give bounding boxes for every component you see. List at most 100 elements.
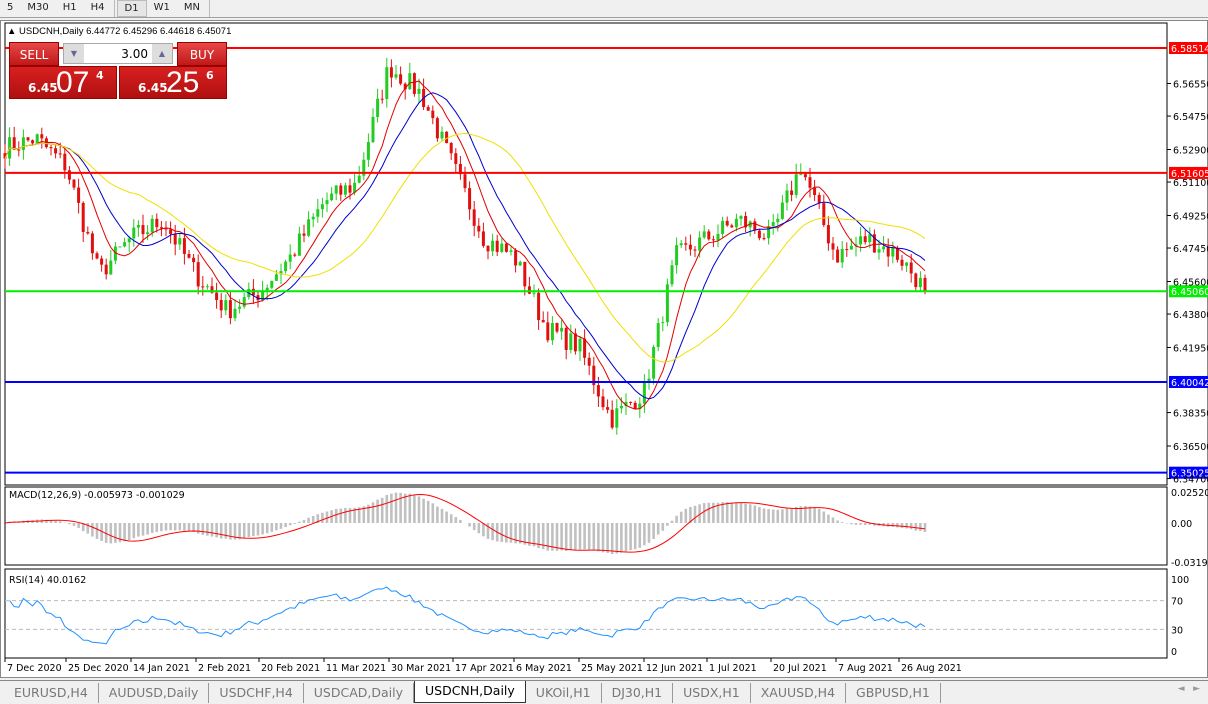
macd-bar — [827, 514, 830, 523]
candle-body — [54, 148, 58, 154]
tab-usdchf-h4[interactable]: USDCHF,H4 — [209, 683, 304, 703]
candle-body — [339, 185, 343, 195]
increase-lot-icon[interactable]: ▲ — [152, 44, 172, 63]
candle-body — [17, 149, 21, 151]
candle-body — [601, 396, 605, 408]
macd-bar — [597, 523, 600, 552]
tf-w1[interactable]: W1 — [153, 2, 170, 13]
candle-body — [155, 218, 159, 228]
lot-size-input[interactable]: ▼ 3.00 ▲ — [63, 43, 173, 64]
buy-price-pips: 25 — [166, 66, 200, 99]
macd-bar — [813, 507, 816, 523]
decrease-lot-icon[interactable]: ▼ — [64, 44, 84, 63]
candle-body — [684, 243, 688, 245]
tf-d1[interactable]: D1 — [116, 0, 147, 17]
tf-m30[interactable]: M30 — [27, 2, 49, 13]
tab-eurusd-h4[interactable]: EURUSD,H4 — [4, 683, 99, 703]
tab-audusd-daily[interactable]: AUDUSD,Daily — [99, 683, 210, 703]
divider — [208, 0, 210, 17]
sell-button[interactable]: SELL — [9, 42, 59, 66]
macd-bar — [721, 502, 724, 523]
candle-body — [256, 295, 260, 301]
tab-dj30-h1[interactable]: DJ30,H1 — [602, 683, 674, 703]
tf-h1[interactable]: H1 — [62, 2, 77, 13]
macd-bar — [831, 517, 835, 523]
candle-body — [762, 238, 766, 240]
level-price-tag — [1169, 42, 1208, 54]
macd-bar — [629, 523, 632, 551]
candle-body — [40, 134, 44, 139]
buy-price[interactable]: 6.45 25 6 — [119, 66, 227, 99]
scroll-left-icon[interactable]: ◄ — [1177, 684, 1185, 694]
candle-body — [569, 333, 573, 350]
tab-xauusd-h4[interactable]: XAUUSD,H4 — [751, 683, 847, 703]
candle-body — [394, 74, 398, 78]
candle-body — [178, 238, 182, 245]
macd-bar — [261, 523, 264, 535]
collapse-triangle-icon[interactable]: ▲ — [7, 26, 20, 37]
buy-button[interactable]: BUY — [177, 42, 227, 66]
chart-window[interactable]: 6.58514 6.51605 6.45060 6.40042 6.35025 6.565… — [0, 20, 1208, 678]
chart-canvas[interactable]: 6.58514 6.51605 6.45060 6.40042 6.35025 6.565… — [1, 21, 1208, 679]
macd-bar — [123, 523, 126, 542]
tab-usdcnh-daily[interactable]: USDCNH,Daily — [414, 681, 526, 703]
candle-body — [546, 322, 550, 341]
divider — [113, 0, 115, 17]
macd-bar — [371, 502, 375, 523]
candle-body — [431, 110, 435, 119]
macd-tick-label: 0.00 — [1171, 519, 1192, 530]
macd-bar — [817, 509, 821, 523]
candle-body — [661, 322, 665, 324]
candle-body — [403, 83, 407, 90]
tf-mn[interactable]: MN — [183, 2, 200, 13]
tab-usdx-h1[interactable]: USDX,H1 — [673, 683, 751, 703]
candle-body — [790, 190, 794, 195]
macd-bar — [735, 502, 738, 523]
candle-body — [886, 246, 890, 257]
candle-body — [891, 247, 895, 257]
candle-body — [495, 240, 499, 252]
macd-bar — [344, 507, 347, 523]
macd-bar — [104, 523, 108, 543]
tf-h4[interactable]: H4 — [90, 2, 105, 13]
macd-bar — [592, 523, 596, 551]
candle-body — [12, 137, 16, 150]
tf-5[interactable]: 5 — [7, 2, 14, 13]
candle-body — [440, 131, 444, 139]
macd-bar — [712, 502, 715, 523]
macd-bar — [348, 508, 352, 523]
candle-body — [357, 175, 361, 183]
candle-body — [481, 231, 485, 246]
tab-usdcad-daily[interactable]: USDCAD,Daily — [304, 683, 414, 703]
tab-ukoil-h1[interactable]: UKOil,H1 — [526, 683, 602, 703]
candle-body — [435, 118, 439, 139]
tab-scroll[interactable]: ◄ ► — [1178, 684, 1200, 694]
macd-bar — [210, 523, 214, 537]
macd-bar — [863, 523, 867, 526]
lot-value[interactable]: 3.00 — [121, 47, 148, 61]
candle-body — [426, 107, 430, 111]
macd-histogram — [8, 492, 927, 555]
candle-body — [376, 98, 380, 117]
candle-body — [587, 357, 591, 366]
scroll-right-icon[interactable]: ► — [1193, 684, 1200, 694]
candle-body — [854, 244, 858, 246]
sell-price[interactable]: 6.45 07 4 — [9, 66, 117, 99]
candle-body — [665, 284, 669, 323]
macd-bar — [905, 523, 908, 529]
candle-body — [656, 323, 660, 348]
macd-bar — [164, 523, 168, 531]
macd-bar — [367, 504, 370, 523]
candle-body — [877, 249, 881, 253]
date-tick-label: 7 Aug 2021 — [838, 663, 893, 674]
candle-body — [744, 216, 748, 228]
macd-bar — [242, 523, 246, 539]
macd-bar — [100, 523, 103, 541]
macd-bar — [896, 523, 899, 528]
macd-bar — [357, 507, 361, 523]
price-tick-label: 6.56550 — [1173, 80, 1208, 91]
macd-bar — [551, 523, 554, 551]
macd-bar — [183, 523, 186, 531]
tab-gbpusd-h1[interactable]: GBPUSD,H1 — [846, 683, 941, 703]
macd-bar — [854, 523, 858, 525]
